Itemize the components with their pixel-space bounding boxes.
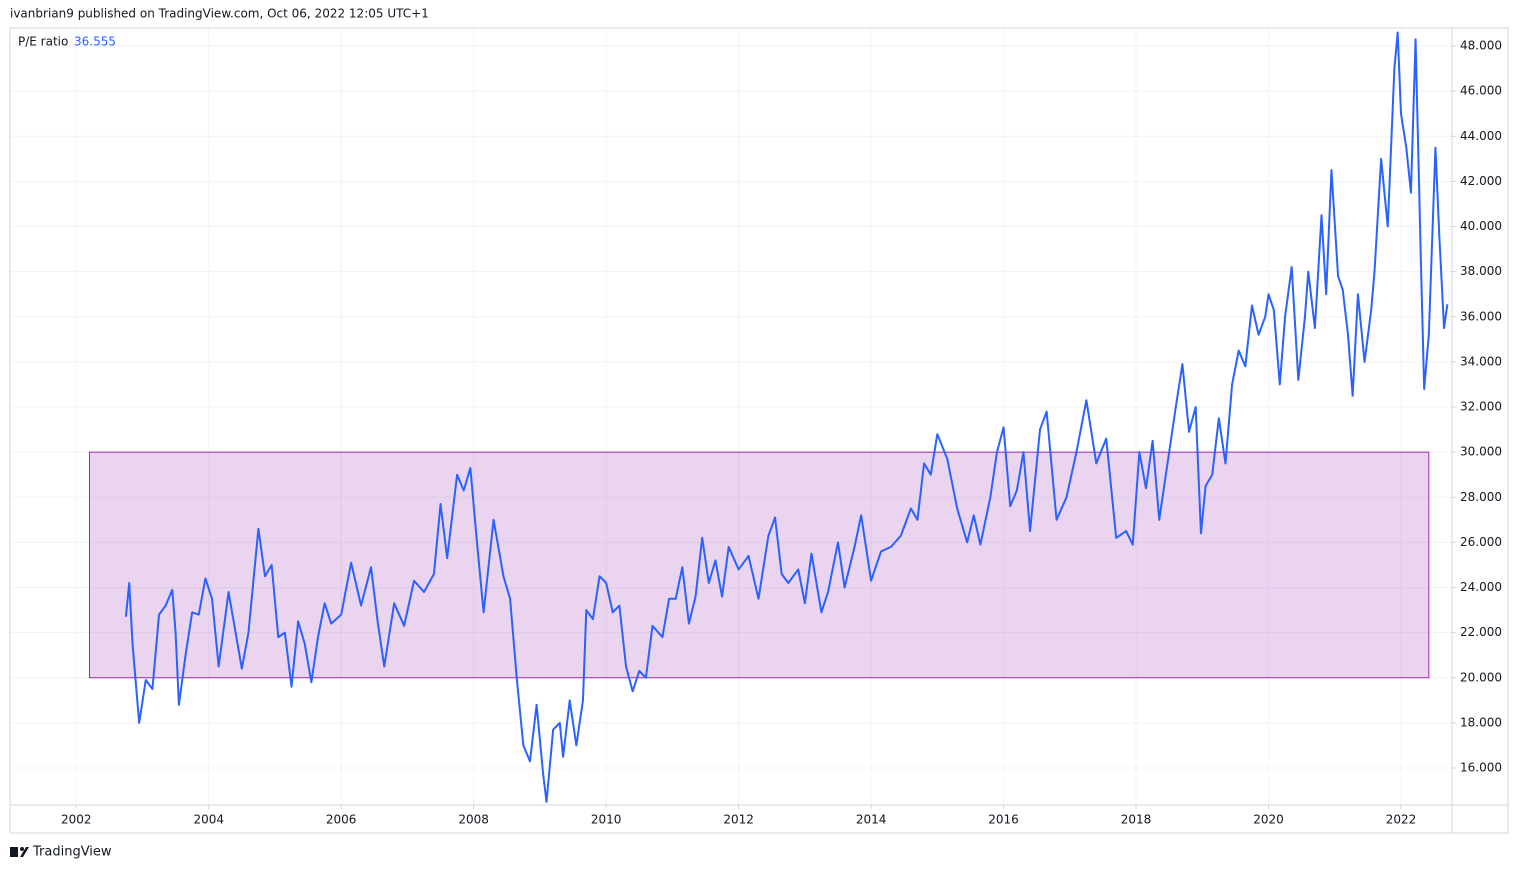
legend-value: 36.555 — [74, 35, 116, 49]
y-tick-label: 46.000 — [1460, 84, 1502, 98]
y-tick-label: 40.000 — [1460, 219, 1502, 233]
x-tick-label: 2006 — [326, 813, 357, 827]
header: ivanbrian9 published on TradingView.com,… — [10, 7, 429, 21]
highlight-box — [88, 451, 1430, 679]
line — [124, 31, 1449, 803]
y-tick-label: 18.000 — [1460, 715, 1502, 729]
y-tick-label: 20.000 — [1460, 670, 1502, 684]
frame — [9, 27, 1509, 834]
y-tick-label: 38.000 — [1460, 264, 1502, 278]
y-tick-label: 36.000 — [1460, 309, 1502, 323]
y-tick-label: 26.000 — [1460, 535, 1502, 549]
x-tick-label: 2014 — [856, 813, 887, 827]
y-tick-label: 16.000 — [1460, 761, 1502, 775]
x-tick-label: 2010 — [591, 813, 622, 827]
y-tick-label: 28.000 — [1460, 490, 1502, 504]
footer: TradingView — [32, 845, 112, 860]
x-tick-label: 2012 — [723, 813, 754, 827]
y-tick-label: 48.000 — [1460, 39, 1502, 53]
logo — [10, 847, 29, 857]
legend-name: P/E ratio — [18, 35, 68, 49]
y-tick-label: 42.000 — [1460, 174, 1502, 188]
x-tick-label: 2020 — [1253, 813, 1284, 827]
x-tick-label: 2004 — [193, 813, 224, 827]
y-tick-label: 22.000 — [1460, 625, 1502, 639]
y-tick-label: 24.000 — [1460, 580, 1502, 594]
x-tick-label: 2016 — [988, 813, 1019, 827]
y-tick-label: 34.000 — [1460, 354, 1502, 368]
x-tick-label: 2008 — [458, 813, 489, 827]
y-tick-label: 30.000 — [1460, 445, 1502, 459]
y-tick-label: 44.000 — [1460, 129, 1502, 143]
x-tick-label: 2022 — [1386, 813, 1417, 827]
x-tick-label: 2002 — [61, 813, 92, 827]
y-tick-label: 32.000 — [1460, 400, 1502, 414]
x-tick-label: 2018 — [1121, 813, 1152, 827]
